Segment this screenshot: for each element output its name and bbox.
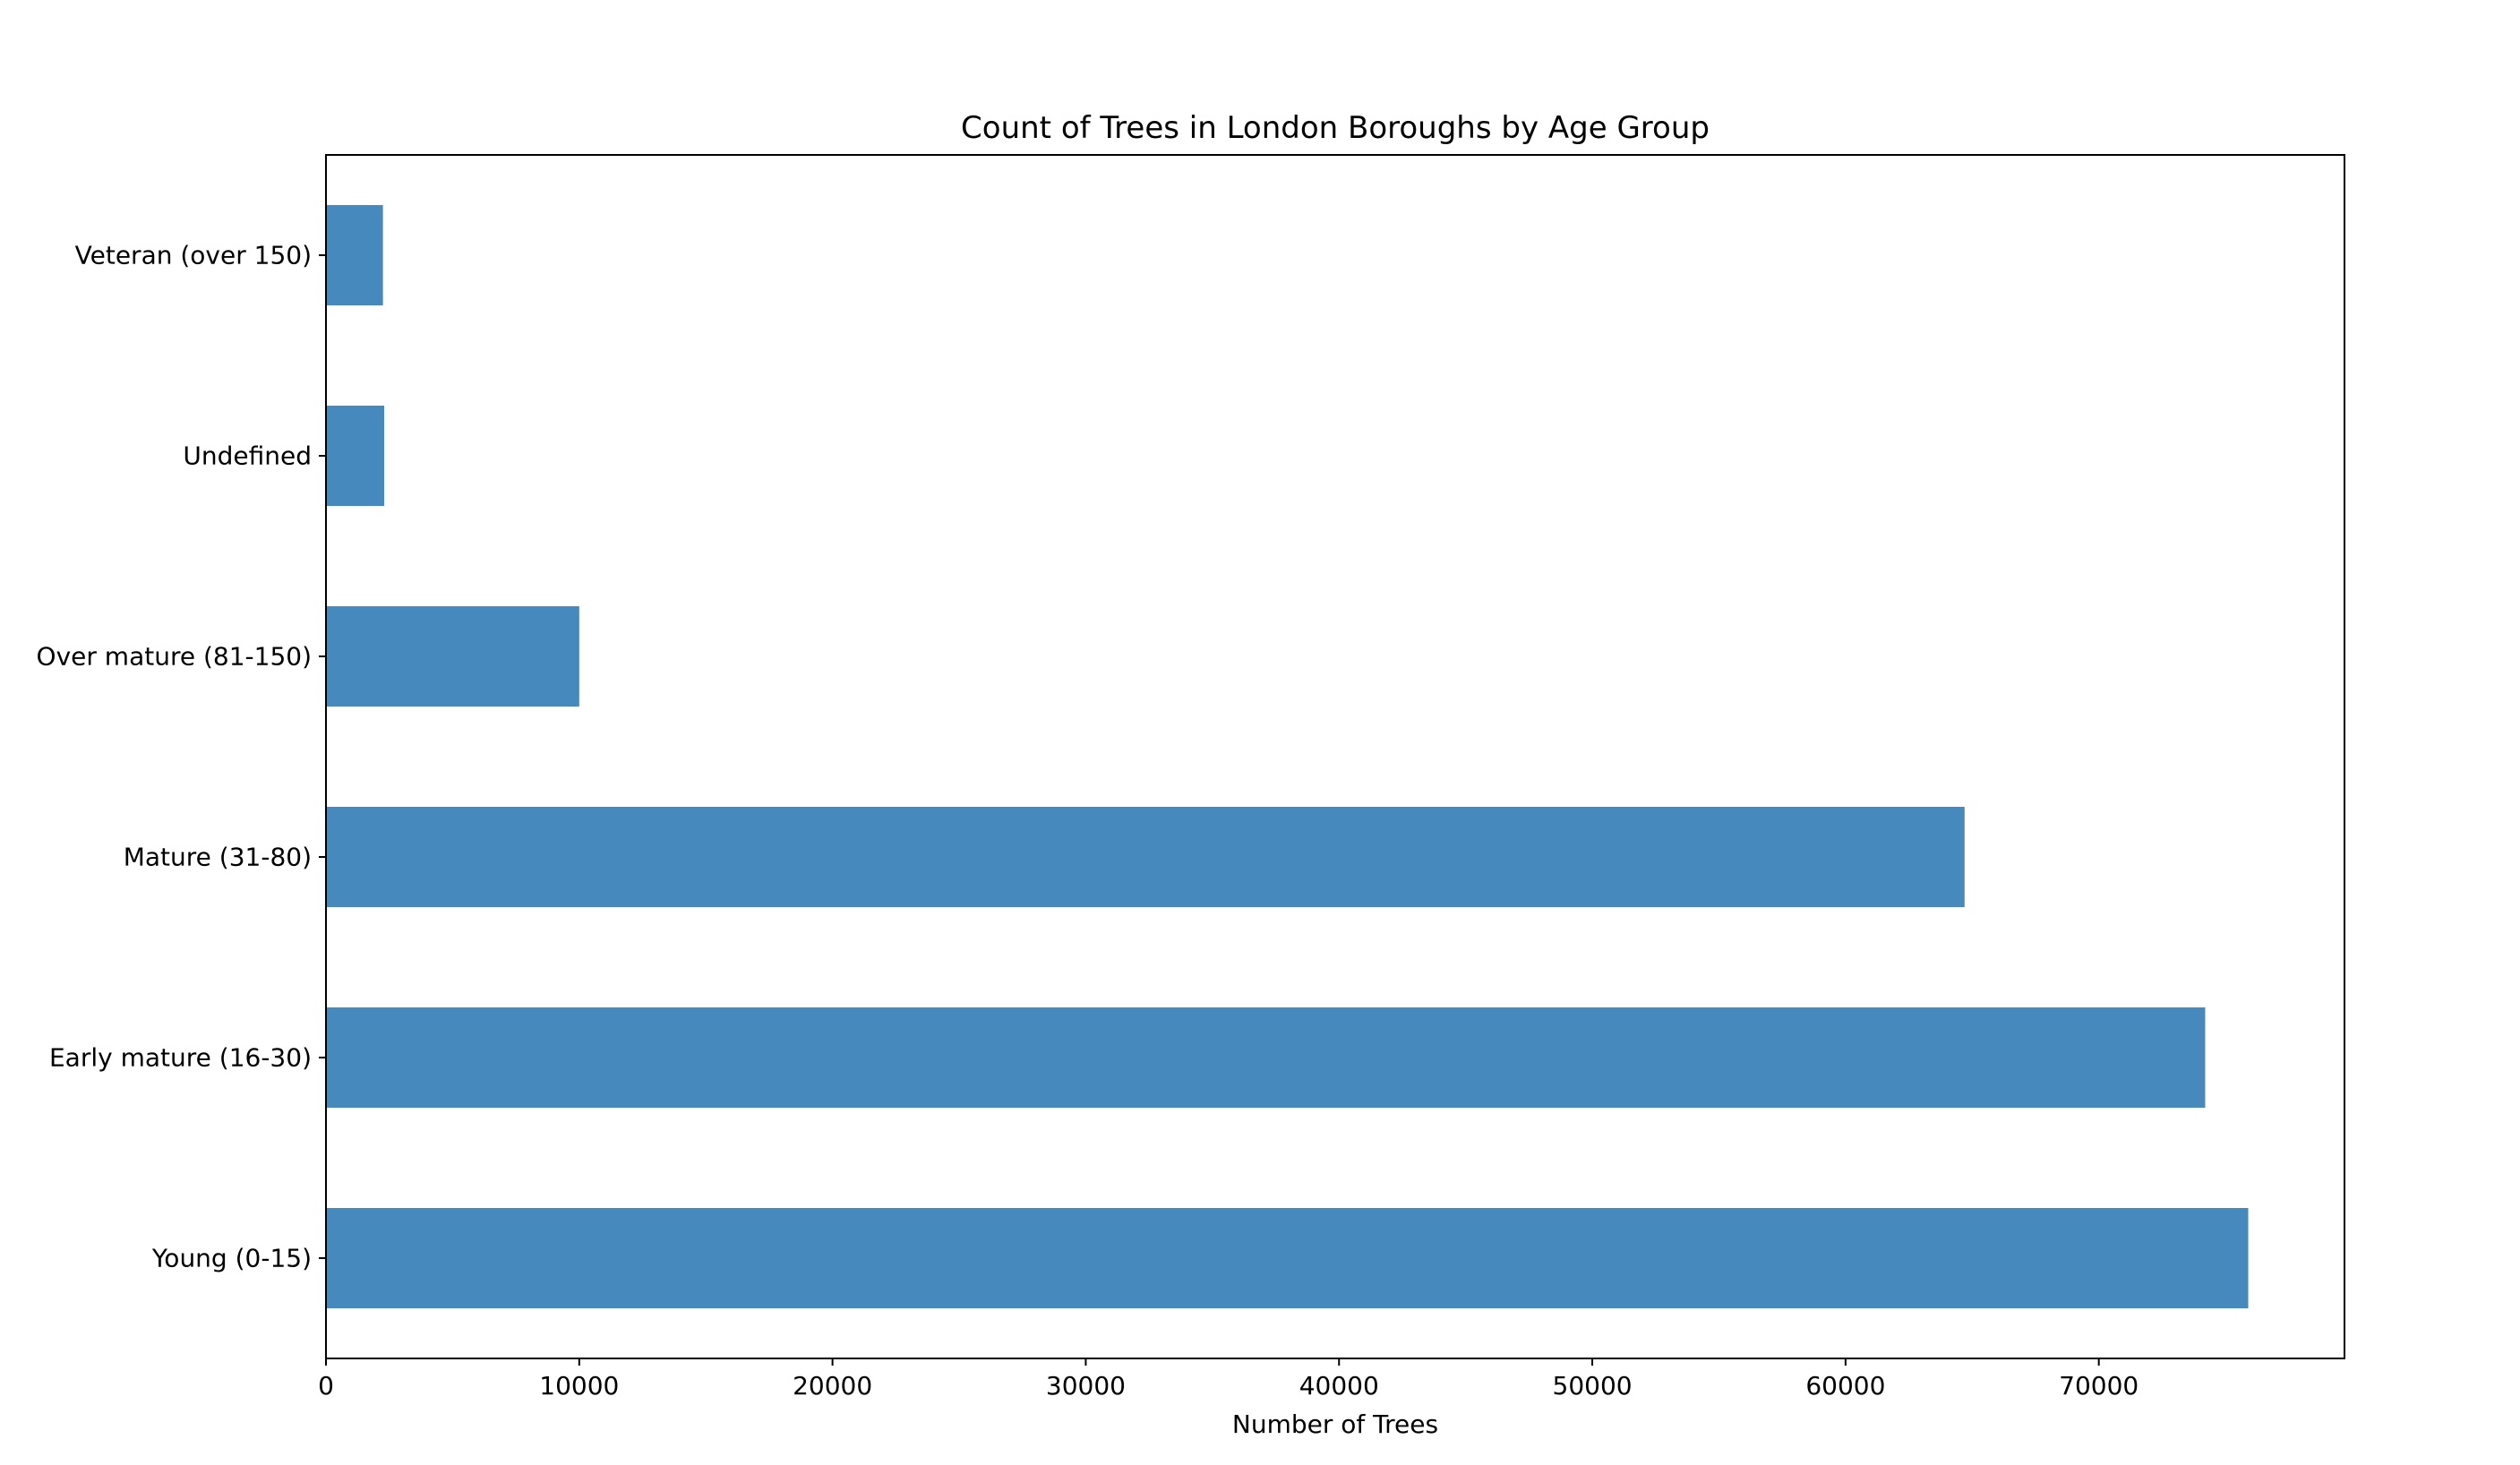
y-tick-label: Mature (31-80) bbox=[124, 843, 312, 872]
x-axis-label: Number of Trees bbox=[1232, 1409, 1438, 1439]
plot-frame bbox=[325, 154, 2345, 1359]
x-tick-label: 20000 bbox=[793, 1371, 872, 1401]
bar-5 bbox=[326, 205, 383, 305]
x-tick-label: 30000 bbox=[1046, 1371, 1126, 1401]
y-tick-label: Veteran (over 150) bbox=[75, 241, 312, 270]
y-tick-label: Undefined bbox=[183, 441, 312, 471]
y-tick-label: Young (0-15) bbox=[151, 1244, 312, 1273]
bar-1 bbox=[326, 1007, 2206, 1108]
x-tick-label: 50000 bbox=[1553, 1371, 1633, 1401]
x-axis-ticks: 0 10000 20000 30000 40000 50000 60000 70000 bbox=[318, 1358, 2139, 1401]
bar-2 bbox=[326, 807, 1965, 907]
y-tick-label: Early mature (16-30) bbox=[49, 1043, 312, 1073]
chart-title: Count of Trees in London Boroughs by Age… bbox=[961, 110, 1710, 146]
bar-0 bbox=[326, 1208, 2249, 1308]
x-tick-label: 60000 bbox=[1805, 1371, 1885, 1401]
bars-group bbox=[326, 205, 2249, 1308]
x-tick-label: 0 bbox=[318, 1371, 334, 1401]
bar-4 bbox=[326, 406, 385, 506]
y-axis-ticks: Young (0-15) Early mature (16-30) Mature (… bbox=[37, 241, 326, 1273]
y-tick-label: Over mature (81-150) bbox=[37, 642, 312, 672]
x-tick-label: 70000 bbox=[2059, 1371, 2139, 1401]
x-tick-label: 40000 bbox=[1299, 1371, 1379, 1401]
bar-3 bbox=[326, 606, 579, 707]
x-tick-label: 10000 bbox=[539, 1371, 619, 1401]
